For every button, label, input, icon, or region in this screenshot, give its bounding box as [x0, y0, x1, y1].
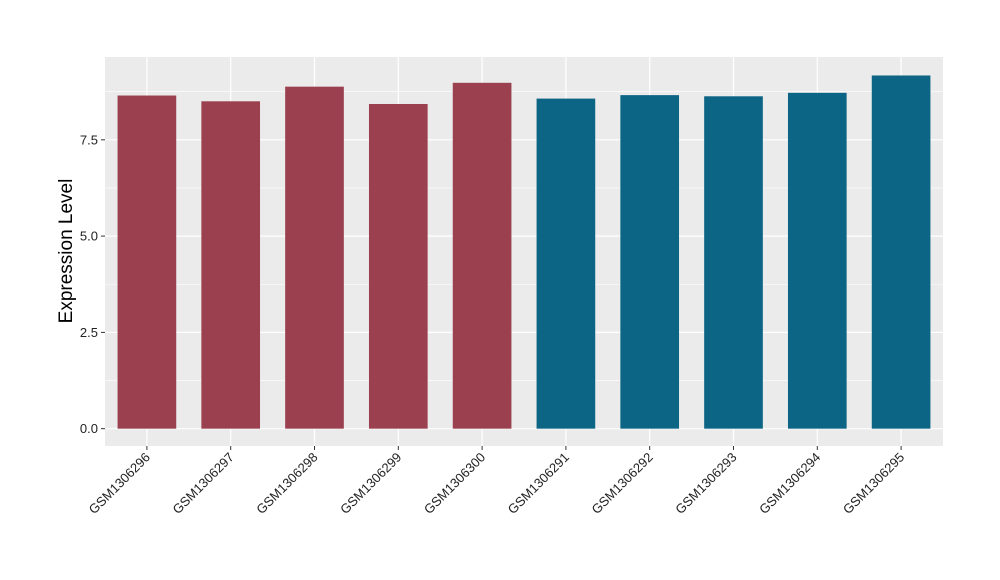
bars: [117, 75, 931, 429]
x-tick-label: GSM1306295: [840, 450, 907, 517]
x-axis: GSM1306296 GSM1306297 GSM1306298 GSM1306299…: [86, 446, 907, 517]
y-tick-label: 2.5: [80, 325, 98, 340]
bar-GSM1306293: [704, 96, 763, 429]
x-tick-label: GSM1306300: [421, 450, 488, 517]
bar-GSM1306295: [871, 75, 931, 429]
bar-GSM1306297: [201, 101, 261, 429]
x-tick-label: GSM1306298: [253, 450, 320, 517]
x-tick-label: GSM1306291: [505, 450, 572, 517]
bar-GSM1306300: [452, 82, 512, 429]
y-axis-title: Expression Level: [56, 179, 77, 324]
y-tick-label: 5.0: [80, 229, 98, 244]
bar-GSM1306296: [117, 95, 177, 429]
x-tick-label: GSM1306293: [672, 450, 739, 517]
y-axis: 0.0 2.5 5.0 7.5: [80, 132, 105, 436]
x-tick-label: GSM1306299: [337, 450, 404, 517]
bar-GSM1306298: [285, 86, 344, 429]
bar-GSM1306292: [620, 95, 680, 429]
y-tick-label: 0.0: [80, 421, 98, 436]
x-tick-label: GSM1306296: [86, 450, 153, 517]
x-tick-label: GSM1306297: [169, 450, 236, 517]
bar-GSM1306294: [787, 92, 847, 429]
bar-GSM1306299: [368, 103, 428, 429]
y-tick-label: 7.5: [80, 132, 98, 147]
x-tick-label: GSM1306292: [588, 450, 655, 517]
x-tick-label: GSM1306294: [756, 450, 823, 517]
bar-GSM1306291: [536, 98, 596, 429]
